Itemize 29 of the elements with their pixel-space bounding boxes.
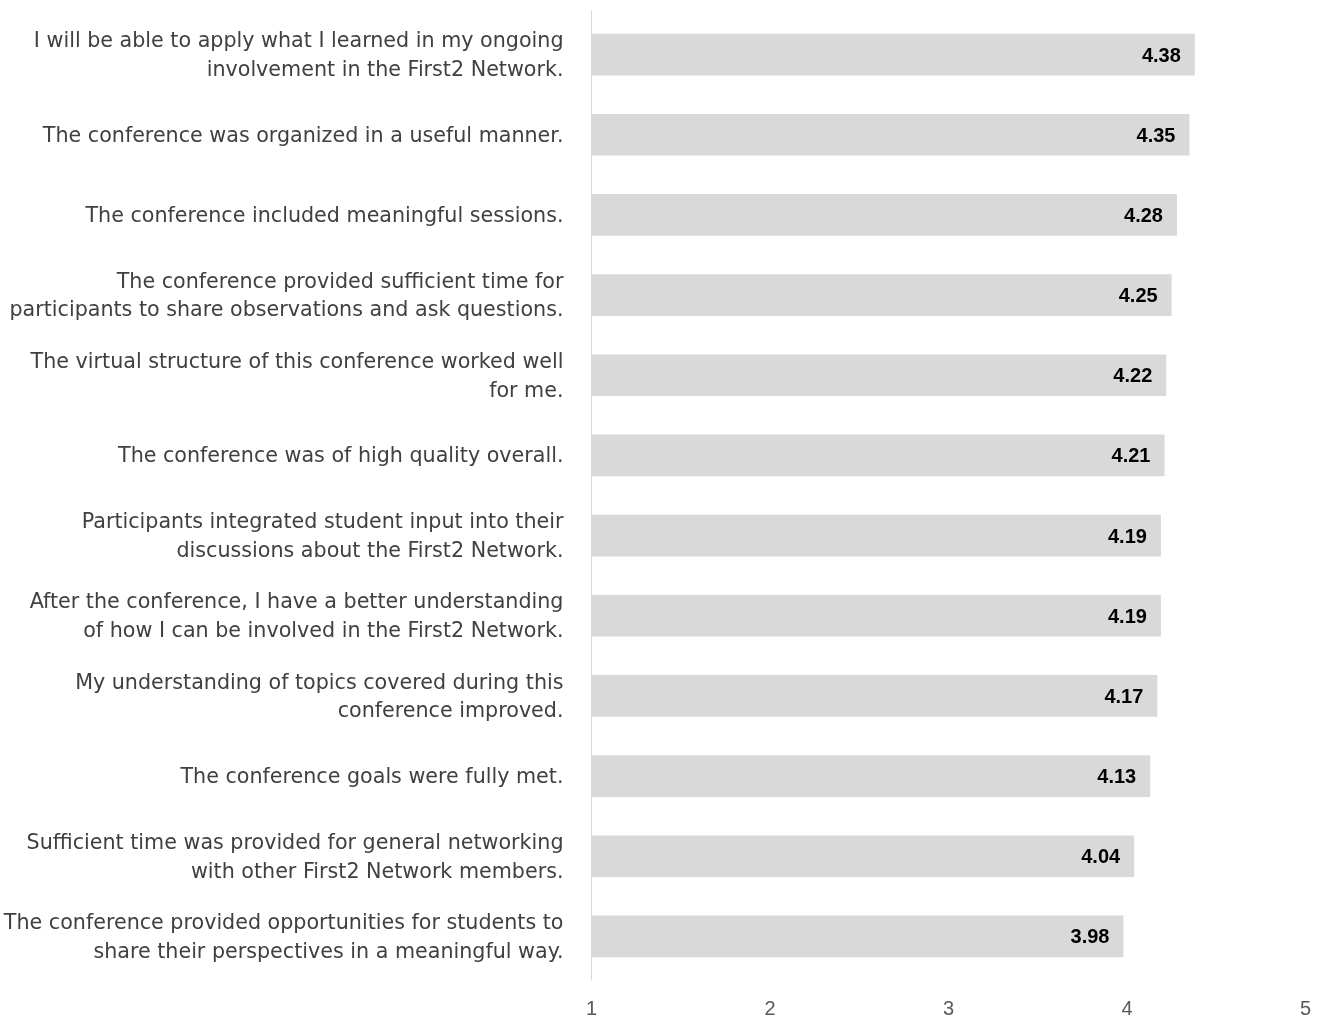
x-tick-label: 4: [1121, 996, 1133, 1017]
data-label: 4.04: [1081, 845, 1122, 868]
y-tick-label: My understanding of topics covered during this conference improved.: [75, 669, 564, 723]
x-tick-label: 5: [1299, 996, 1312, 1017]
x-tick-label: 2: [764, 996, 776, 1017]
y-tick-label: The conference included meaningful sessions.: [84, 202, 564, 227]
x-tick-label: 1: [585, 996, 598, 1017]
y-tick-label: Sufficient time was provided for general networking with other First2 Network members.: [26, 829, 564, 883]
y-tick-label: The conference provided opportunities for students to share their perspectives in a meaningful way.: [2, 910, 564, 963]
data-label: 4.19: [1107, 524, 1147, 547]
y-tick-label: Participants integrated student input into their discussions about the First2 Network.: [81, 509, 565, 562]
data-label: 4.28: [1124, 203, 1163, 226]
data-label: 4.22: [1113, 364, 1153, 387]
data-label: 4.19: [1107, 604, 1147, 627]
y-tick-label: The conference was organized in a useful manner.: [41, 122, 564, 147]
data-label: 4.38: [1141, 43, 1181, 66]
y-tick-label: The virtual structure of this conference worked well for me.: [29, 348, 564, 402]
y-tick-label: The conference goals were fully met.: [179, 764, 564, 789]
data-label: 4.21: [1111, 444, 1151, 467]
y-tick-label: The conference was of high quality overall.: [117, 443, 564, 468]
y-tick-label: After the conference, I have a better understanding of how I can be involved in the First2 Network.: [29, 589, 564, 643]
data-label: 4.35: [1136, 123, 1176, 146]
data-label: 4.17: [1104, 684, 1144, 707]
data-label: 4.25: [1118, 284, 1158, 307]
data-label: 4.13: [1097, 765, 1137, 788]
data-label: 3.98: [1070, 925, 1110, 948]
y-tick-label: I will be able to apply what I learned in my ongoing involvement in the First2 Network.: [33, 28, 564, 81]
y-tick-label: The conference provided sufficient time for participants to share observations and ask questions.: [9, 268, 565, 322]
x-tick-label: 3: [942, 996, 955, 1017]
